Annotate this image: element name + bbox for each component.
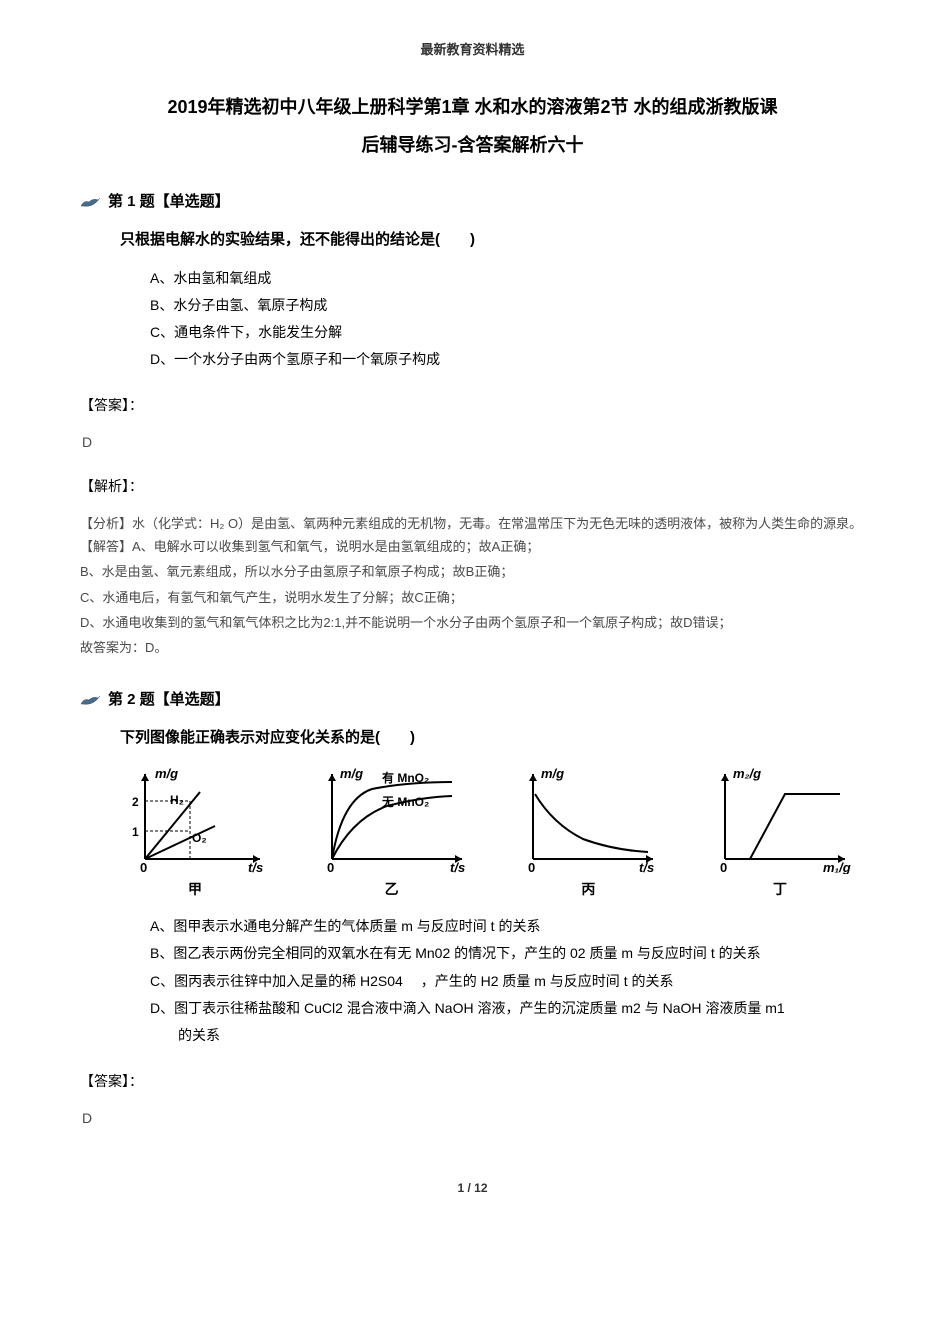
q2-option-d: D、图丁表示往稀盐酸和 CuCl2 混合液中滴入 NaOH 溶液，产生的沉淀质量…	[150, 996, 865, 1021]
q1-analysis-label: 【解析】：	[80, 475, 865, 497]
q1-answer-label: 【答案】：	[80, 394, 865, 416]
doc-title-line2: 后辅导练习-含答案解析六十	[80, 129, 865, 161]
chart-yi-curve2-label: 无 MnO₂	[381, 795, 429, 809]
chart-jia-ytick2: 2	[132, 795, 139, 809]
svg-text:0: 0	[528, 860, 535, 874]
chart-jia-ylabel: m/g	[155, 766, 178, 781]
q2-options: A、图甲表示水通电分解产生的气体质量 m 与反应时间 t 的关系 B、图乙表示两…	[150, 914, 865, 1048]
page-footer: 1 / 12	[80, 1179, 865, 1198]
q1-analysis: 【分析】水（化学式：H₂ O）是由氢、氧两种元素组成的无机物，无毒。在常温常压下…	[80, 512, 865, 660]
q1-analysis-p2: B、水是由氢、氧元素组成，所以水分子由氢原子和氧原子构成；故B正确；	[80, 560, 865, 583]
header-note: 最新教育资料精选	[80, 40, 865, 61]
chart-jia-o2-label: O₂	[192, 831, 207, 845]
q2-option-d-cont: 的关系	[178, 1023, 865, 1048]
q2-option-c: C、图丙表示往锌中加入足量的稀 H2S04 ，产生的 H2 质量 m 与反应时间…	[150, 969, 865, 994]
chart-yi-xlabel: t/s	[450, 860, 465, 874]
chart-bing-label: 丙	[581, 878, 595, 900]
svg-text:0: 0	[140, 860, 147, 874]
q1-stem: 只根据电解水的实验结果，还不能得出的结论是( )	[120, 228, 865, 252]
bird-icon	[80, 194, 102, 210]
chart-jia-label: 甲	[188, 878, 202, 900]
chart-ding-xlabel: m₁/g	[823, 860, 851, 874]
chart-yi: m/g t/s 0 有 MnO₂ 无 MnO₂ 乙	[312, 764, 472, 900]
chart-bing-xlabel: t/s	[639, 860, 654, 874]
chart-ding-ylabel: m₂/g	[733, 766, 761, 781]
chart-ding: m₂/g m₁/g 0 丁	[705, 764, 855, 900]
chart-yi-ylabel: m/g	[340, 766, 363, 781]
doc-title-line1: 2019年精选初中八年级上册科学第1章 水和水的溶液第2节 水的组成浙教版课	[80, 91, 865, 123]
chart-bing-ylabel: m/g	[541, 766, 564, 781]
q1-header-text: 第 1 题【单选题】	[108, 190, 230, 214]
q1-analysis-p3: C、水通电后，有氢气和氧气产生，说明水发生了分解；故C正确；	[80, 586, 865, 609]
q1-option-c: C、通电条件下，水能发生分解	[150, 320, 865, 345]
q2-stem: 下列图像能正确表示对应变化关系的是( )	[120, 726, 865, 750]
q1-analysis-p5: 故答案为：D。	[80, 636, 865, 659]
q1-header: 第 1 题【单选题】	[80, 190, 865, 214]
q2-option-b: B、图乙表示两份完全相同的双氧水在有无 Mn02 的情况下，产生的 02 质量 …	[150, 941, 865, 966]
chart-jia-h2-label: H₂	[170, 793, 184, 807]
chart-yi-curve1-label: 有 MnO₂	[382, 770, 429, 785]
q2-answer: D	[82, 1107, 865, 1129]
chart-yi-label: 乙	[385, 878, 399, 900]
chart-jia: m/g t/s 0 H₂ O₂ 2 1 甲	[120, 764, 270, 900]
svg-text:0: 0	[327, 860, 334, 874]
bird-icon	[80, 692, 102, 708]
svg-text:0: 0	[720, 860, 727, 874]
q2-header-text: 第 2 题【单选题】	[108, 688, 230, 712]
q1-option-a: A、水由氢和氧组成	[150, 266, 865, 291]
q2-charts-row: m/g t/s 0 H₂ O₂ 2 1 甲 m/g t/s 0	[120, 764, 855, 900]
q2-answer-label: 【答案】：	[80, 1070, 865, 1092]
chart-ding-label: 丁	[773, 878, 787, 900]
q2-header: 第 2 题【单选题】	[80, 688, 865, 712]
q1-option-d: D、一个水分子由两个氢原子和一个氧原子构成	[150, 347, 865, 372]
q1-answer: D	[82, 431, 865, 453]
q2-option-a: A、图甲表示水通电分解产生的气体质量 m 与反应时间 t 的关系	[150, 914, 865, 939]
q1-option-b: B、水分子由氢、氧原子构成	[150, 293, 865, 318]
chart-jia-xlabel: t/s	[248, 860, 263, 874]
q1-analysis-p4: D、水通电收集到的氢气和氧气体积之比为2:1,并不能说明一个水分子由两个氢原子和…	[80, 611, 865, 634]
chart-jia-ytick1: 1	[132, 825, 139, 839]
q1-analysis-p1: 【分析】水（化学式：H₂ O）是由氢、氧两种元素组成的无机物，无毒。在常温常压下…	[80, 512, 865, 559]
q1-options: A、水由氢和氧组成 B、水分子由氢、氧原子构成 C、通电条件下，水能发生分解 D…	[150, 266, 865, 373]
chart-bing: m/g t/s 0 丙	[513, 764, 663, 900]
